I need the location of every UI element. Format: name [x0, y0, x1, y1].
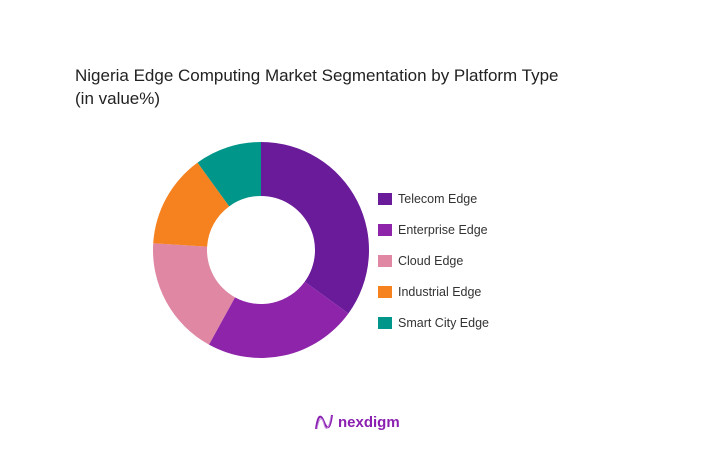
- legend-label: Telecom Edge: [398, 191, 478, 206]
- slice-industrial-edge: [153, 162, 230, 247]
- legend-label: Cloud Edge: [398, 253, 464, 268]
- nexdigm-logo: nexdigm: [314, 412, 400, 432]
- slice-enterprise-edge: [208, 281, 349, 358]
- nexdigm-logo-icon: [315, 414, 333, 430]
- slice-telecom-edge: [261, 142, 369, 314]
- slice-cloud-edge: [153, 243, 235, 345]
- logo-text: nexdigm: [338, 413, 400, 431]
- subtitle-line: (in value%): [75, 89, 161, 108]
- legend-item: Cloud Edge: [378, 245, 489, 276]
- legend-label: Smart City Edge: [398, 315, 490, 330]
- legend-swatch: [378, 254, 392, 267]
- legend-item: Telecom Edge: [378, 183, 489, 214]
- legend-swatch: [378, 223, 392, 236]
- legend-item: Smart City Edge: [378, 307, 489, 338]
- slice-smart-city-edge: [197, 142, 261, 207]
- chart-title: Nigeria Edge Computing Market Segmentati…: [75, 64, 559, 110]
- legend-swatch: [378, 192, 392, 205]
- legend-swatch: [378, 285, 392, 298]
- legend-item: Industrial Edge: [378, 276, 489, 307]
- legend-item: Enterprise Edge: [378, 214, 489, 245]
- legend: Telecom Edge Enterprise Edge Cloud Edge Ind…: [378, 183, 489, 338]
- legend-swatch: [378, 316, 392, 329]
- title-line: Nigeria Edge Computing Market Segmentati…: [75, 66, 559, 85]
- legend-label: Industrial Edge: [398, 284, 482, 299]
- legend-label: Enterprise Edge: [398, 222, 488, 237]
